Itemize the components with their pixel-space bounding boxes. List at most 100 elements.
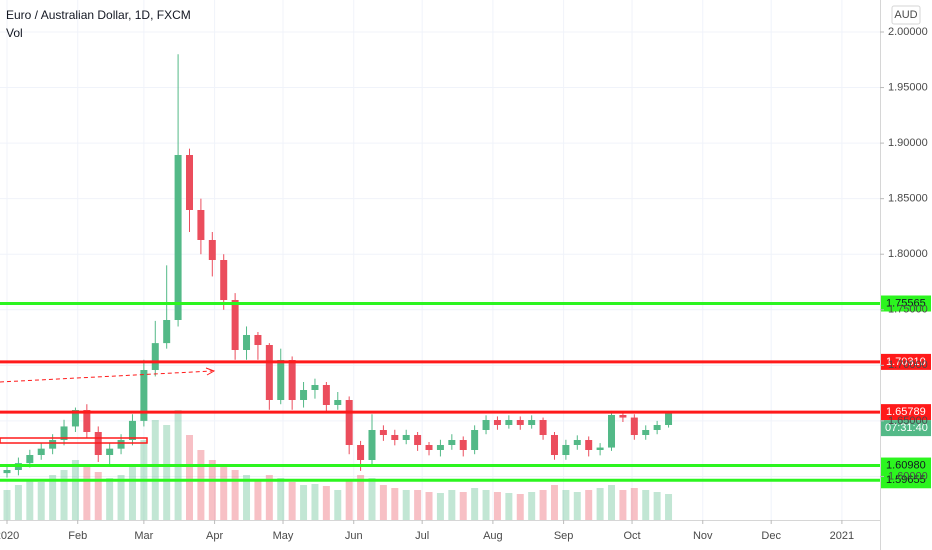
candle-body — [528, 420, 536, 425]
volume-bar — [562, 490, 570, 520]
candle-body — [379, 430, 387, 435]
candle-body — [277, 360, 285, 400]
y-tick-label: 1.85000 — [888, 193, 928, 205]
candle-body — [254, 335, 262, 345]
volume-bar — [208, 460, 216, 520]
volume-bar — [528, 492, 536, 520]
volume-bar — [448, 490, 456, 520]
volume-label: Vol — [6, 26, 23, 40]
volume-bar — [402, 490, 410, 520]
candle-body — [311, 385, 319, 390]
candle-body — [539, 420, 547, 435]
candle-body — [414, 435, 422, 445]
candle-body — [653, 425, 661, 430]
volume-bar — [243, 475, 251, 520]
candle-body — [49, 440, 57, 449]
candle-body — [128, 420, 136, 440]
volume-bar — [550, 485, 558, 520]
x-tick-label: Nov — [693, 530, 713, 542]
candle-body — [243, 335, 251, 350]
volume-bar — [197, 450, 205, 520]
volume-bar — [300, 485, 308, 520]
candle-body — [585, 440, 593, 450]
volume-bar — [379, 485, 387, 520]
candle-body — [665, 412, 673, 425]
volume-bar — [596, 488, 604, 520]
volume-bar — [493, 492, 501, 520]
y-tick-label: 1.60000 — [888, 470, 928, 482]
level-label: 1.59655 — [886, 474, 926, 486]
candle-body — [185, 155, 193, 210]
volume-bar — [49, 475, 57, 520]
candle-body — [117, 440, 125, 449]
volume-bar — [128, 465, 136, 520]
volume-bar — [60, 470, 68, 520]
volume-bar — [26, 480, 34, 520]
level-label: 1.70310 — [886, 356, 926, 368]
x-tick-label: Jun — [345, 530, 363, 542]
volume-bar — [334, 490, 342, 520]
candle-body — [619, 415, 627, 418]
level-label: 1.60980 — [886, 459, 926, 471]
level-label-box — [881, 472, 931, 489]
volume-bar — [391, 488, 399, 520]
arrow-drawing — [0, 370, 213, 383]
currency: AUD — [894, 9, 917, 21]
candle-body — [425, 445, 433, 450]
candle-body — [391, 435, 399, 440]
x-tick-label: 2021 — [830, 530, 854, 542]
candle-body — [596, 447, 604, 450]
candle-body — [174, 155, 182, 320]
x-tick-label: Jul — [415, 530, 429, 542]
arrow-head — [205, 367, 216, 376]
candle-body — [608, 415, 616, 448]
volume-bar — [265, 475, 273, 520]
volume-bar — [642, 490, 650, 520]
level-label: 1.65789 — [886, 406, 926, 418]
candle-body — [140, 370, 148, 421]
candle-body — [26, 455, 34, 464]
y-tick-label: 2.00000 — [888, 26, 928, 38]
candle-body — [60, 426, 68, 440]
volume-bar — [94, 472, 102, 520]
candle-body — [265, 345, 273, 400]
candle-body — [71, 410, 79, 427]
currency-box[interactable] — [891, 5, 921, 25]
volume-bar — [288, 482, 296, 520]
x-tick-label: Feb — [68, 530, 87, 542]
volume-bar — [14, 485, 22, 520]
volume-bar — [630, 488, 638, 520]
candle-body — [220, 260, 228, 300]
volume-bar — [414, 490, 422, 520]
y-tick-label: 1.90000 — [888, 137, 928, 149]
x-tick-label: Mar — [134, 530, 153, 542]
y-tick-label: 1.80000 — [888, 248, 928, 260]
level-label-box — [881, 457, 931, 474]
x-tick-label: Oct — [623, 530, 640, 542]
volume-bar — [471, 488, 479, 520]
candle-body — [3, 470, 11, 474]
candle-body — [550, 435, 558, 455]
volume-bar — [83, 465, 91, 520]
volume-bar — [185, 435, 193, 520]
drawings — [0, 367, 216, 444]
candle-body — [197, 210, 205, 240]
volume-bar — [3, 490, 11, 520]
candle-body — [231, 300, 239, 350]
volume-bar — [505, 493, 513, 520]
countdown: 07:31:40 — [885, 422, 928, 434]
candle-body — [573, 440, 581, 445]
volume-bar — [220, 465, 228, 520]
candle-body — [642, 430, 650, 435]
volume-bar — [71, 460, 79, 520]
chart-title: Euro / Australian Dollar, 1D, FXCM — [6, 8, 191, 22]
candle-body — [493, 420, 501, 425]
countdown-box — [881, 420, 931, 437]
x-tick-label: 2020 — [0, 530, 19, 542]
level-label-box — [881, 295, 931, 312]
volume-bar — [231, 470, 239, 520]
candle-body — [630, 417, 638, 435]
volume-bar — [151, 420, 159, 520]
volume-bar — [37, 482, 45, 520]
